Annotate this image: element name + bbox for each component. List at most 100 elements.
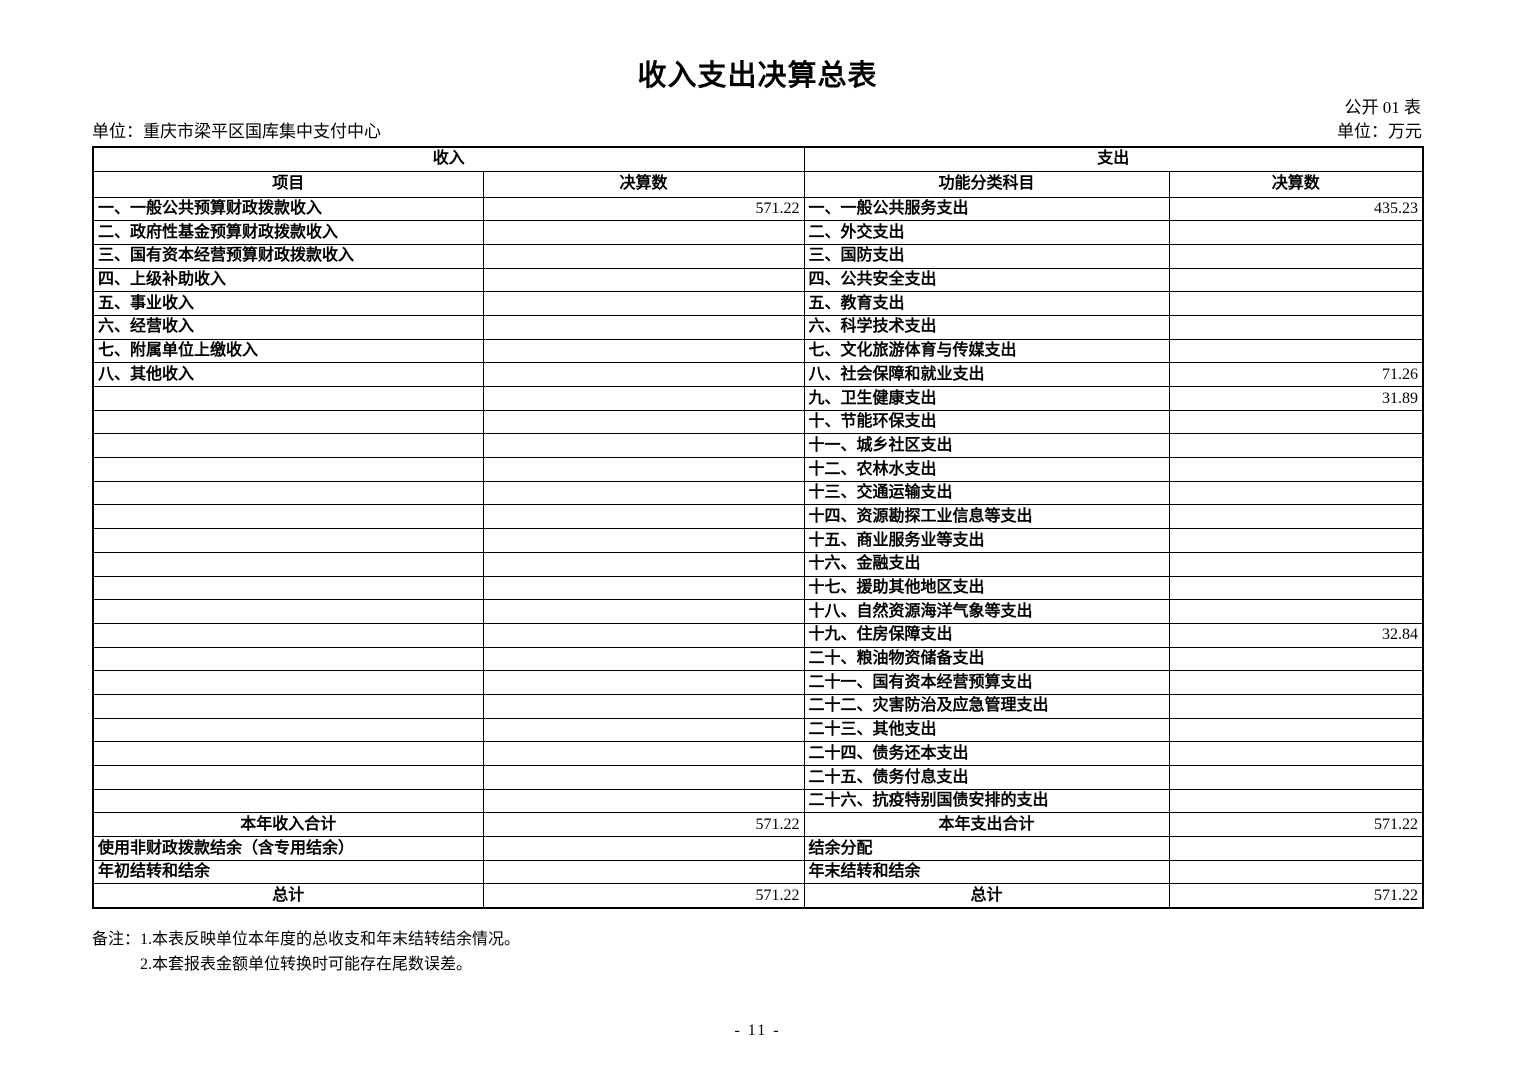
table-row: 二十、粮油物资储备支出 (92, 646, 1424, 672)
expenditure-item-cell: 十二、农林水支出 (803, 457, 1170, 482)
income-item-cell (92, 788, 484, 814)
expenditure-item-cell: 二、外交支出 (803, 220, 1170, 245)
table-row: 十三、交通运输支出 (92, 480, 1424, 506)
income-value-cell (482, 338, 805, 364)
table-row: 十五、商业服务业等支出 (92, 528, 1424, 553)
income-item-cell (92, 575, 484, 601)
income-item-cell (92, 551, 484, 577)
income-value-cell: 571.22 (482, 883, 805, 909)
income-item-cell: 年初结转和结余 (92, 859, 484, 885)
note-line-2: 2.本套报表金额单位转换时可能存在尾数误差。 (140, 953, 520, 978)
income-item-cell: 四、上级补助收入 (92, 267, 484, 293)
income-item-cell (92, 599, 484, 624)
budget-summary-table: 收入 支出 项目 决算数 功能分类科目 决算数 一、一般公共预算财政拨款收入 57… (92, 146, 1425, 909)
income-item-cell (92, 386, 484, 411)
income-value-cell (482, 646, 805, 672)
notes-label: 备注： (92, 931, 141, 948)
income-value-cell (482, 362, 805, 387)
income-value-cell (482, 717, 805, 743)
table-row: 十二、农林水支出 (92, 457, 1424, 482)
table-row: 二十三、其他支出 (92, 717, 1424, 743)
table-row: 五、事业收入 五、教育支出 (92, 291, 1424, 316)
expenditure-item-cell: 十五、商业服务业等支出 (803, 528, 1170, 553)
expenditure-value-cell (1168, 670, 1424, 695)
expenditure-item-cell: 七、文化旅游体育与传媒支出 (803, 338, 1170, 364)
expenditure-value-cell (1168, 551, 1424, 577)
income-value-cell: 571.22 (482, 196, 805, 222)
income-value-cell (482, 836, 805, 861)
expenditure-item-cell: 二十六、抗疫特别国债安排的支出 (803, 788, 1170, 814)
income-value-cell (482, 457, 805, 482)
expenditure-item-cell: 六、科学技术支出 (803, 314, 1170, 340)
income-value-cell: 571.22 (482, 812, 805, 838)
expenditure-value-cell (1168, 717, 1424, 743)
exp-amount-column-header: 决算数 (1168, 170, 1424, 198)
expenditure-value-cell (1168, 433, 1424, 459)
expenditure-item-cell: 二十五、债务付息支出 (803, 765, 1170, 790)
income-value-cell (482, 409, 805, 435)
income-value-cell (482, 788, 805, 814)
expenditure-value-cell (1168, 788, 1424, 814)
income-item-cell: 六、经营收入 (92, 314, 484, 340)
expenditure-item-cell: 年末结转和结余 (803, 859, 1170, 885)
page-number: - 11 - (734, 1022, 781, 1039)
expenditure-item-cell: 三、国防支出 (803, 243, 1170, 269)
income-item-cell (92, 409, 484, 435)
expenditure-value-cell (1168, 409, 1424, 435)
income-item-cell (92, 433, 484, 459)
expenditure-value-cell (1168, 646, 1424, 672)
expenditure-item-cell: 八、社会保障和就业支出 (803, 362, 1170, 387)
expenditure-item-cell: 二十三、其他支出 (803, 717, 1170, 743)
table-row: 十七、援助其他地区支出 (92, 575, 1424, 601)
expenditure-item-cell: 二十四、债务还本支出 (803, 741, 1170, 766)
table-row: 一、一般公共预算财政拨款收入 571.22 一、一般公共服务支出 435.23 (92, 196, 1424, 222)
expenditure-item-cell: 一、一般公共服务支出 (803, 196, 1170, 222)
table-row: 十八、自然资源海洋气象等支出 (92, 599, 1424, 624)
expenditure-value-cell (1168, 480, 1424, 506)
sheet-label: 公开 01 表 (1344, 98, 1422, 117)
income-value-cell (482, 599, 805, 624)
table-row: 二十二、灾害防治及应急管理支出 (92, 693, 1424, 719)
income-value-cell (482, 859, 805, 885)
table-row: 八、其他收入 八、社会保障和就业支出 71.26 (92, 362, 1424, 387)
income-value-cell (482, 528, 805, 553)
income-item-cell: 八、其他收入 (92, 362, 484, 387)
table-row: 六、经营收入 六、科学技术支出 (92, 314, 1424, 340)
income-item-cell: 七、附属单位上缴收入 (92, 338, 484, 364)
income-item-cell: 本年收入合计 (92, 812, 484, 838)
expenditure-item-cell: 九、卫生健康支出 (803, 386, 1170, 411)
income-item-cell (92, 457, 484, 482)
unit-row: 单位：重庆市梁平区国库集中支付中心 单位：万元 (92, 117, 1422, 142)
expenditure-value-cell (1168, 693, 1424, 719)
expenditure-item-cell: 二十二、灾害防治及应急管理支出 (803, 693, 1170, 719)
expenditure-value-cell: 435.23 (1168, 196, 1424, 222)
note-text-1: 1.本表反映单位本年度的总收支和年末结转结余情况。 (140, 931, 521, 948)
income-value-cell (482, 504, 805, 530)
note-line-1: 备注：1.本表反映单位本年度的总收支和年末结转结余情况。 (92, 928, 520, 953)
expenditure-item-cell: 二十一、国有资本经营预算支出 (803, 670, 1170, 695)
income-value-cell (482, 551, 805, 577)
income-item-cell (92, 693, 484, 719)
expenditure-item-cell: 十七、援助其他地区支出 (803, 575, 1170, 601)
table-row: 年初结转和结余 年末结转和结余 (92, 859, 1424, 885)
table-row: 二十五、债务付息支出 (92, 765, 1424, 790)
expenditure-value-cell (1168, 314, 1424, 340)
income-item-cell: 二、政府性基金预算财政拨款收入 (92, 220, 484, 245)
expenditure-item-cell: 十八、自然资源海洋气象等支出 (803, 599, 1170, 624)
income-value-cell (482, 386, 805, 411)
income-value-cell (482, 480, 805, 506)
income-item-cell: 一、一般公共预算财政拨款收入 (92, 196, 484, 222)
table-row: 十九、住房保障支出 32.84 (92, 622, 1424, 648)
page-title: 收入支出决算总表 (637, 60, 878, 92)
expenditure-item-cell: 十、节能环保支出 (803, 409, 1170, 435)
income-item-cell (92, 528, 484, 553)
table-row: 二十一、国有资本经营预算支出 (92, 670, 1424, 695)
table-row: 九、卫生健康支出 31.89 (92, 386, 1424, 411)
expenditure-value-cell (1168, 243, 1424, 269)
income-item-cell: 三、国有资本经营预算财政拨款收入 (92, 243, 484, 269)
table-row: 本年收入合计 571.22 本年支出合计 571.22 (92, 812, 1424, 838)
expenditure-value-cell: 32.84 (1168, 622, 1424, 648)
income-value-cell (482, 433, 805, 459)
income-value-cell (482, 267, 805, 293)
